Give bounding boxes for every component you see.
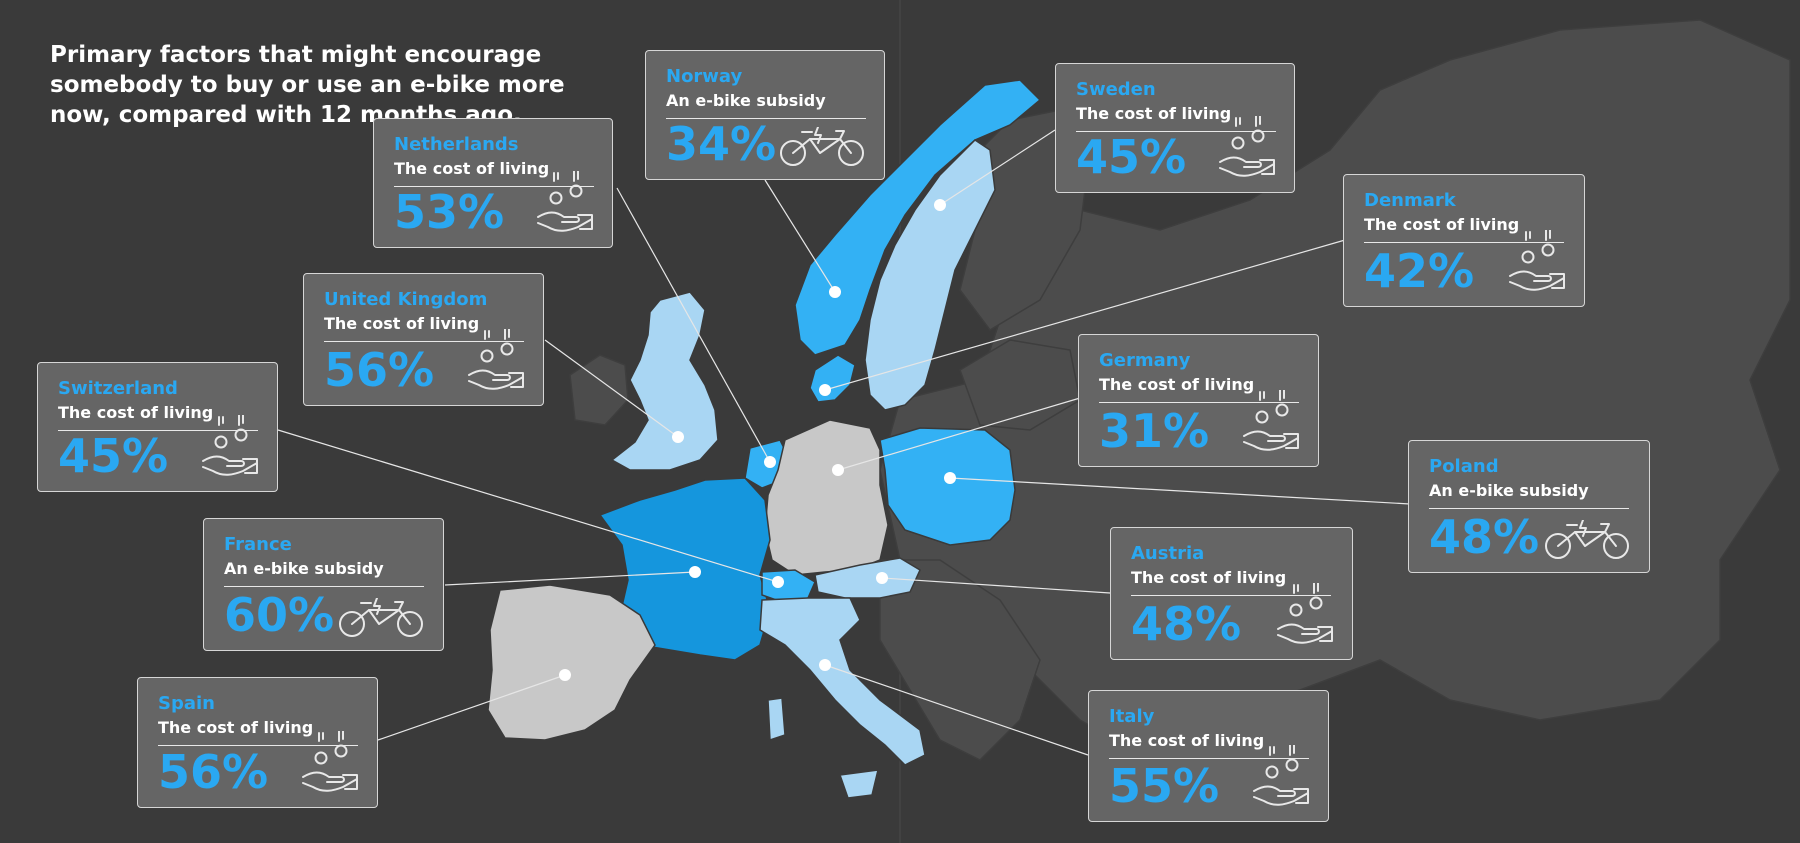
percentage-value: 55% xyxy=(1109,759,1220,813)
austria-marker xyxy=(876,572,888,584)
country-card-poland: Poland An e-bike subsidy 48% xyxy=(1408,440,1650,573)
factor-label: An e-bike subsidy xyxy=(666,91,866,119)
country-card-germany: Germany The cost of living 31% xyxy=(1078,334,1319,467)
germany-connector xyxy=(837,397,1081,471)
uk-connector xyxy=(544,339,679,438)
factor-label: The cost of living xyxy=(58,403,258,431)
percentage-value: 45% xyxy=(1076,130,1187,184)
poland-connector xyxy=(949,477,1411,505)
percentage-value: 56% xyxy=(324,343,435,397)
norway-marker xyxy=(829,286,841,298)
percentage-value: 60% xyxy=(224,588,335,642)
austria-shape xyxy=(814,557,921,599)
germany-marker xyxy=(832,464,844,476)
country-card-france: France An e-bike subsidy 60% xyxy=(203,518,444,651)
france-marker xyxy=(689,566,701,578)
denmark-connector xyxy=(824,239,1346,391)
country-name: Italy xyxy=(1109,706,1155,727)
factor-label: The cost of living xyxy=(1131,568,1331,596)
country-name: Denmark xyxy=(1364,190,1456,211)
coins-hand-icon xyxy=(1243,390,1299,451)
factor-label: The cost of living xyxy=(394,159,594,187)
country-card-spain: Spain The cost of living 56% xyxy=(137,677,378,808)
country-card-switzerland: Switzerland The cost of living 45% xyxy=(37,362,278,492)
bicycle-icon xyxy=(339,598,423,637)
country-name: Norway xyxy=(666,66,743,87)
factor-label: The cost of living xyxy=(1109,731,1309,759)
netherlands-marker xyxy=(764,456,776,468)
percentage-value: 53% xyxy=(394,185,505,239)
country-card-netherlands: Netherlands The cost of living 53% xyxy=(373,118,613,248)
united-kingdom-shape xyxy=(610,291,719,471)
netherlands-connector xyxy=(616,187,771,463)
coins-hand-icon xyxy=(1219,116,1275,177)
country-name: Spain xyxy=(158,693,215,714)
coins-hand-icon xyxy=(302,731,358,792)
percentage-value: 34% xyxy=(666,117,777,171)
coins-hand-icon xyxy=(1277,583,1333,644)
country-name: Germany xyxy=(1099,350,1191,371)
coins-hand-icon xyxy=(1509,230,1565,291)
country-name: Austria xyxy=(1131,543,1205,564)
factor-label: The cost of living xyxy=(158,718,358,746)
spain-connector xyxy=(377,674,566,741)
uk-marker xyxy=(672,431,684,443)
switzerland-connector xyxy=(277,429,779,583)
poland-marker xyxy=(944,472,956,484)
france-connector xyxy=(444,571,696,586)
norway-shape xyxy=(794,79,1042,356)
factor-label: The cost of living xyxy=(1099,375,1299,403)
connector-lines xyxy=(277,129,1411,756)
percentage-value: 48% xyxy=(1131,597,1242,651)
denmark-marker xyxy=(819,384,831,396)
coins-hand-icon xyxy=(537,171,593,232)
percentage-value: 56% xyxy=(158,745,269,799)
factor-label: An e-bike subsidy xyxy=(224,559,424,587)
percentage-value: 45% xyxy=(58,429,169,483)
bicycle-icon xyxy=(1545,520,1629,559)
balkans-land xyxy=(879,559,1041,761)
sweden-marker xyxy=(934,199,946,211)
percentage-value: 31% xyxy=(1099,404,1210,458)
spain-shape xyxy=(487,584,656,741)
percentage-value: 42% xyxy=(1364,244,1475,298)
country-name: Switzerland xyxy=(58,378,178,399)
infographic-headline: Primary factors that might encourage som… xyxy=(50,42,565,128)
factor-label: An e-bike subsidy xyxy=(1429,481,1629,509)
country-name: Netherlands xyxy=(394,134,519,155)
norway-connector xyxy=(764,179,836,293)
factor-label: The cost of living xyxy=(1364,215,1564,243)
country-name: Poland xyxy=(1429,456,1499,477)
country-card-norway: Norway An e-bike subsidy 34% xyxy=(645,50,885,180)
country-card-austria: Austria The cost of living 48% xyxy=(1110,527,1353,660)
country-name: United Kingdom xyxy=(324,289,488,310)
country-card-sweden: Sweden The cost of living 45% xyxy=(1055,63,1295,193)
coins-hand-icon xyxy=(468,329,524,390)
country-name: Sweden xyxy=(1076,79,1156,100)
spain-marker xyxy=(559,669,571,681)
bicycle-icon xyxy=(780,127,864,166)
switzerland-marker xyxy=(772,576,784,588)
country-card-italy: Italy The cost of living 55% xyxy=(1088,690,1329,822)
factor-label: The cost of living xyxy=(1076,104,1276,132)
sardinia-shape xyxy=(767,697,786,742)
italy-connector xyxy=(824,664,1089,756)
sweden-connector xyxy=(939,129,1056,206)
italy-shape xyxy=(759,597,926,766)
coins-hand-icon xyxy=(202,415,258,476)
factor-label: The cost of living xyxy=(324,314,524,342)
percentage-value: 48% xyxy=(1429,510,1540,564)
country-name: France xyxy=(224,534,292,555)
coins-hand-icon xyxy=(1253,745,1309,806)
country-markers xyxy=(559,199,956,681)
sicily-shape xyxy=(838,769,879,799)
austria-connector xyxy=(881,577,1111,594)
italy-marker xyxy=(819,659,831,671)
sweden-shape xyxy=(864,139,996,411)
country-card-denmark: Denmark The cost of living 42% xyxy=(1343,174,1585,307)
country-card-united-kingdom: United Kingdom The cost of living 56% xyxy=(303,273,544,406)
france-shape xyxy=(598,477,771,661)
